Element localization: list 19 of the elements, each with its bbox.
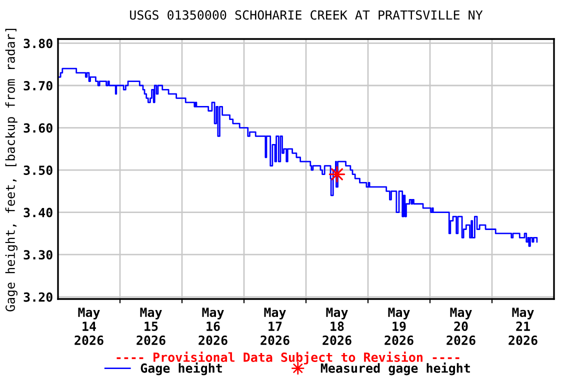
x-tick-label: May 16 2026 — [198, 308, 228, 346]
y-tick-label: 3.30 — [24, 250, 52, 260]
x-tick-label: May 17 2026 — [260, 308, 290, 346]
y-tick-label: 3.20 — [24, 292, 52, 302]
y-tick-label: 3.80 — [24, 38, 52, 48]
y-tick-label: 3.40 — [24, 208, 52, 218]
y-tick-label: 3.50 — [24, 166, 52, 175]
x-tick-label: May 18 2026 — [322, 308, 352, 346]
y-tick-label: 3.60 — [24, 123, 52, 133]
y-axis-title: Gage height, feet, [backup from radar] — [5, 28, 18, 312]
legend-label: Gage height — [140, 362, 222, 376]
chart-title: USGS 01350000 SCHOHARIE CREEK AT PRATTSVILLE NY — [130, 10, 483, 20]
legend-label: Measured gage height — [320, 362, 470, 376]
x-tick-label: May 14 2026 — [74, 308, 104, 346]
x-tick-label: May 19 2026 — [384, 308, 414, 346]
x-tick-label: May 20 2026 — [446, 308, 476, 346]
x-tick-label: May 15 2026 — [136, 308, 166, 346]
x-tick-label: May 21 2026 — [508, 308, 538, 346]
y-tick-label: 3.70 — [24, 80, 52, 90]
